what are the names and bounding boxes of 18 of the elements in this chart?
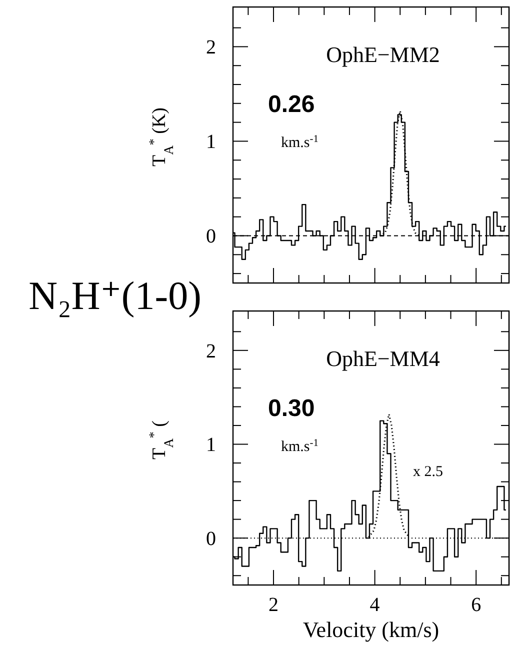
x-tick-label: 6 — [471, 594, 482, 616]
annotation: km.s$^{-1}$ — [281, 134, 319, 151]
x-tick-label: 2 — [268, 594, 279, 616]
y-tick-label: 0 — [206, 528, 216, 550]
y-tick-label: 1 — [206, 131, 216, 154]
y-tick-label: 0 — [206, 226, 216, 248]
y-tick-label: 1 — [206, 434, 216, 456]
x-axis-title: Velocity (km/s) — [302, 617, 440, 642]
annotation: x 2.5 — [413, 464, 443, 480]
annotation: 0.30 — [268, 395, 315, 422]
y-tick-label: 2 — [206, 340, 216, 362]
annotation: km.s$^{-1}$ — [281, 438, 319, 455]
y-tick-label: 2 — [206, 36, 216, 59]
text: N₂H⁺(1-0) — [28, 273, 202, 318]
annotation: OphE−MM4 — [326, 346, 440, 371]
annotation: OphE−MM2 — [326, 42, 440, 67]
annotation: 0.26 — [268, 91, 315, 118]
x-tick-label: 4 — [370, 594, 380, 616]
